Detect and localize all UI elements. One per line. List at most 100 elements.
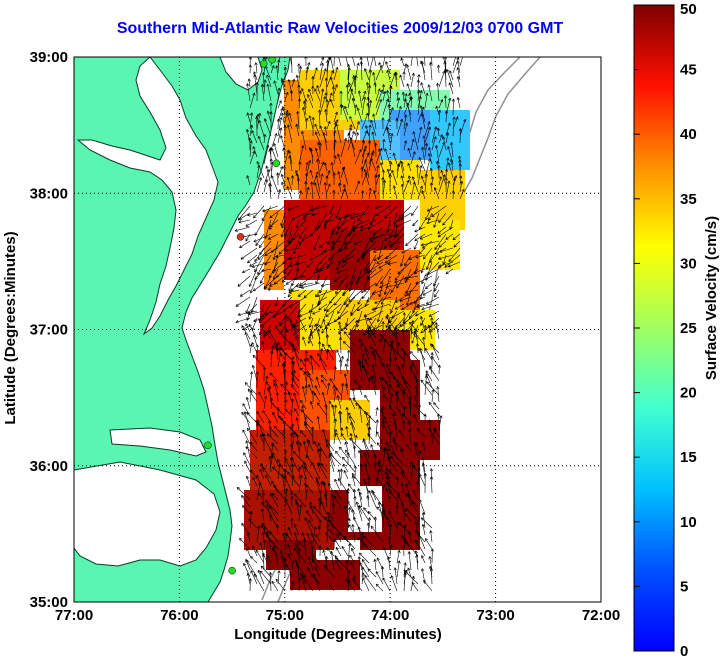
velocity-arrow [236,487,251,501]
velocity-arrow [407,551,412,571]
velocity-arrow [249,261,258,267]
velocity-arrow [380,566,385,578]
velocity-arrow [298,504,303,522]
velocity-arrow [263,310,279,316]
velocity-arrow [265,331,272,340]
velocity-arrow [303,358,307,375]
velocity-arrow [266,555,272,564]
velocity-arrow [360,190,365,200]
velocity-arrow [329,76,335,88]
velocity-arrow [381,421,391,438]
velocity-arrow [326,524,330,543]
velocity-arrow [402,350,407,368]
velocity-arrow [403,140,408,151]
velocity-arrow [319,68,327,88]
velocity-arrow [252,354,265,368]
velocity-arrow [458,163,462,179]
velocity-arrow [410,151,416,165]
velocity-arrow [413,240,419,250]
velocity-arrow [252,545,258,557]
velocity-arrow [284,109,289,123]
velocity-arrow [293,523,300,536]
velocity-arrow [315,261,321,271]
velocity-arrow [393,421,398,438]
velocity-arrow [375,571,384,585]
velocity-arrow [364,575,377,592]
velocity-arrow [382,484,386,494]
velocity-arrow [251,130,258,144]
velocity-arrow [326,547,335,557]
velocity-arrow [305,488,309,501]
velocity-arrow [381,84,386,95]
velocity-arrow [246,532,251,543]
velocity-arrow [342,254,356,263]
velocity-arrow [318,303,328,311]
velocity-arrow [361,96,367,116]
velocity-arrow [368,187,372,200]
velocity-arrow [321,379,328,389]
x-tick-label: 76:00 [160,607,198,624]
velocity-arrow [296,177,301,193]
velocity-arrow [403,508,407,522]
velocity-arrow [389,133,394,151]
velocity-arrow [258,391,265,403]
velocity-arrow [354,62,360,81]
velocity-arrow [265,474,272,487]
velocity-arrow [241,495,251,508]
velocity-arrow [342,166,349,186]
velocity-arrow [291,78,296,88]
velocity-arrow [331,86,336,102]
velocity-arrow [307,94,314,109]
velocity-arrow [353,516,363,536]
velocity-arrow [410,138,415,151]
velocity-arrow [421,442,426,452]
x-axis-label: Longitude (Degrees:Minutes) [234,626,442,643]
velocity-arrow [367,517,372,529]
velocity-arrow [417,450,422,466]
velocity-arrow [396,275,405,289]
velocity-arrow [367,477,371,486]
velocity-arrow [374,296,384,311]
velocity-arrow [426,219,440,225]
velocity-arrow [329,378,342,396]
velocity-arrow [333,111,338,123]
velocity-arrow [417,95,422,116]
velocity-arrow [415,164,420,179]
velocity-arrow [421,190,426,200]
velocity-arrow [336,395,342,410]
velocity-arrow [424,173,428,193]
velocity-arrow [281,363,286,382]
velocity-arrow [285,324,300,333]
velocity-arrow [396,91,400,102]
velocity-arrow [299,430,307,438]
velocity-arrow [324,493,328,508]
velocity-arrow [247,78,251,88]
velocity-arrow [327,226,335,246]
velocity-arrow [374,348,384,368]
velocity-arrow [349,268,356,285]
velocity-arrow [347,500,356,515]
velocity-arrow [319,173,324,186]
velocity-arrow [438,240,447,248]
velocity-arrow [272,240,279,261]
velocity-arrow [250,570,258,585]
velocity-arrow [384,471,391,480]
velocity-arrow [427,324,433,340]
velocity-arrow [322,132,328,151]
velocity-arrow [436,386,440,403]
velocity-arrow [328,454,335,473]
velocity-arrow [238,219,251,224]
velocity-arrow [259,570,272,585]
velocity-arrow [402,545,406,557]
velocity-arrow [344,233,356,249]
velocity-arrow [384,205,398,219]
velocity-arrow [397,261,412,275]
colorbar-tick-label: 20 [680,385,697,402]
velocity-arrow [289,57,294,74]
velocity-arrow [335,557,349,571]
velocity-arrow [244,460,251,473]
velocity-arrow [375,275,384,287]
velocity-arrow [280,226,286,238]
velocity-arrow [333,84,338,95]
x-axis-ticks: 77:00 76:00 75:00 74:00 73:00 72:00 [55,607,620,624]
